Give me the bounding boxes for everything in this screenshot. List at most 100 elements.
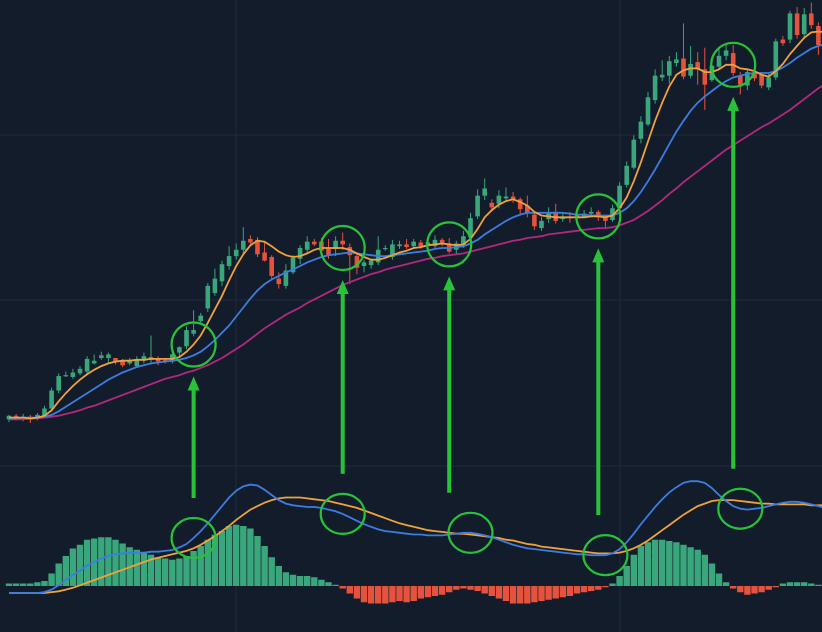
histogram-bar-negative	[360, 586, 368, 603]
candle-up	[184, 330, 189, 347]
candle-up	[397, 244, 402, 247]
histogram-bar-positive	[623, 566, 630, 586]
highlight-circle-price	[575, 193, 622, 240]
histogram-bar-positive	[133, 549, 140, 586]
candle-up	[645, 97, 651, 125]
candle-up	[91, 360, 97, 364]
histogram-bar-positive	[275, 566, 282, 586]
histogram-bar-positive	[808, 583, 815, 586]
histogram-bar-negative	[517, 586, 524, 604]
highlight-circle-macd	[582, 534, 629, 577]
histogram-bar-negative	[580, 586, 588, 593]
candle-down	[155, 358, 161, 362]
macd-line	[9, 480, 822, 594]
histogram-bar-negative	[438, 586, 446, 595]
histogram-bar-positive	[140, 552, 148, 586]
histogram-bar-positive	[55, 563, 62, 586]
histogram-bar-negative	[595, 586, 602, 590]
histogram-bar-negative	[367, 586, 375, 604]
histogram-bar-positive	[694, 549, 701, 586]
candle-up	[35, 414, 40, 419]
candle-down	[248, 238, 253, 243]
histogram-bar-positive	[169, 559, 176, 586]
candle-down	[603, 217, 608, 221]
candle-up	[411, 241, 416, 247]
histogram-bar-negative	[460, 586, 467, 589]
histogram-bar-negative	[751, 586, 758, 594]
candle-down	[525, 205, 530, 213]
histogram-bar-negative	[566, 586, 574, 596]
candle-down	[439, 239, 445, 244]
histogram-bar-negative	[453, 586, 460, 590]
histogram-bar-positive	[112, 539, 119, 586]
candle-up	[141, 356, 147, 361]
candle-up	[290, 257, 296, 273]
candle-up	[304, 241, 310, 250]
candle-up	[84, 358, 90, 372]
candle-down	[752, 72, 757, 79]
histogram-bar-negative	[730, 586, 737, 589]
histogram-bar-positive	[325, 582, 332, 586]
annotation-layer	[170, 41, 764, 577]
histogram-bar-negative	[446, 586, 453, 593]
candle-up	[468, 218, 473, 238]
histogram-bar-positive	[225, 526, 233, 586]
signal-arrow-head	[187, 376, 200, 391]
histogram-bar-positive	[48, 573, 55, 586]
candle-up	[617, 185, 622, 209]
histogram-bar-positive	[311, 577, 318, 586]
candle-up	[482, 188, 487, 196]
candle-up	[801, 14, 807, 35]
histogram-bar-positive	[197, 546, 204, 586]
histogram-bar-positive	[261, 546, 268, 586]
highlight-circle-macd	[319, 492, 366, 535]
candle-up	[368, 260, 374, 266]
highlight-circle-price	[170, 321, 217, 368]
highlight-circle-price	[319, 224, 366, 272]
histogram-bar-negative	[573, 586, 581, 594]
candle-down	[354, 256, 360, 268]
histogram-bar-positive	[233, 524, 240, 586]
candle-up	[588, 211, 594, 214]
signal-arrow-head	[336, 279, 349, 294]
histogram-bar-negative	[481, 586, 488, 594]
candle-up	[688, 63, 693, 76]
histogram-bar-positive	[609, 583, 616, 586]
highlight-circle-price	[710, 41, 757, 88]
histogram-bar-positive	[659, 539, 666, 586]
histogram-bar-negative	[602, 586, 609, 588]
histogram-bar-positive	[680, 544, 687, 586]
candle-up	[198, 315, 203, 322]
histogram-bar-positive	[240, 526, 247, 586]
histogram-bar-positive	[801, 582, 808, 586]
candle-up	[219, 264, 225, 282]
candle-down	[326, 248, 331, 256]
histogram-bar-positive	[27, 583, 34, 586]
candle-up	[766, 77, 771, 88]
histogram-bar-positive	[98, 537, 105, 586]
signal-arrow-head	[592, 248, 605, 263]
candle-up	[773, 41, 779, 78]
candle-up	[42, 408, 47, 416]
candle-up	[723, 50, 729, 56]
macd-signal-line	[9, 496, 822, 594]
histogram-bar-negative	[524, 586, 531, 604]
histogram-bar-positive	[183, 556, 190, 586]
candle-up	[461, 236, 466, 246]
histogram-bar-positive	[34, 582, 41, 586]
histogram-bar-negative	[488, 586, 495, 596]
candle-up	[127, 360, 132, 364]
candle-down	[517, 199, 523, 210]
candle-down	[418, 242, 424, 247]
histogram-bar-negative	[758, 586, 765, 593]
histogram-bar-positive	[616, 576, 623, 586]
candle-up	[205, 285, 211, 309]
candle-down	[120, 360, 125, 366]
candle-up	[432, 239, 438, 247]
candle-down	[347, 247, 353, 256]
candle-down	[269, 256, 274, 276]
highlight-circle-macd	[170, 516, 217, 560]
histogram-bar-positive	[296, 576, 304, 586]
candle-up	[475, 195, 480, 217]
histogram-bar-positive	[687, 547, 694, 586]
